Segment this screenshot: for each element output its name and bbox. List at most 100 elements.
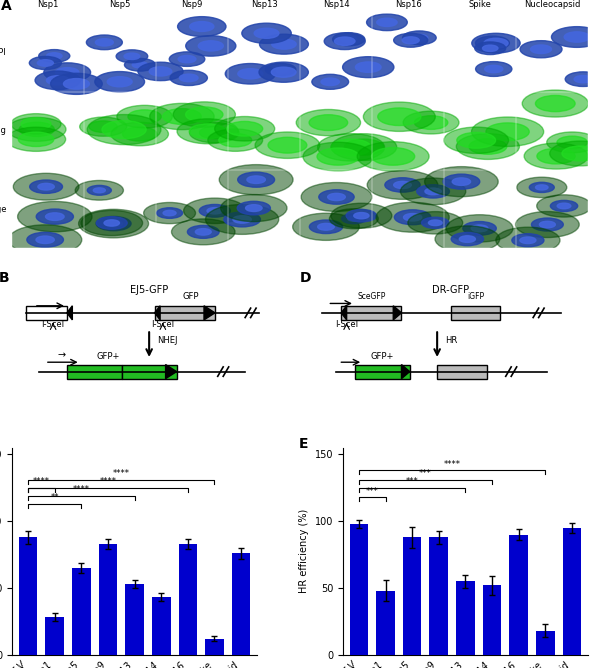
Text: Spike: Spike: [469, 0, 491, 9]
Circle shape: [172, 219, 235, 244]
Text: Nsp16: Nsp16: [395, 0, 421, 9]
Circle shape: [157, 208, 182, 218]
Text: ****: ****: [443, 460, 461, 469]
Text: Nsp13: Nsp13: [251, 0, 277, 9]
Circle shape: [169, 52, 205, 66]
Bar: [205, 639, 224, 655]
Polygon shape: [166, 365, 176, 379]
Circle shape: [537, 148, 575, 164]
Circle shape: [46, 75, 69, 85]
Circle shape: [443, 174, 480, 189]
Circle shape: [476, 61, 512, 76]
Circle shape: [564, 32, 590, 42]
Circle shape: [522, 90, 589, 117]
Circle shape: [128, 110, 161, 124]
Circle shape: [124, 53, 140, 59]
Circle shape: [551, 27, 600, 47]
Circle shape: [385, 178, 420, 192]
Circle shape: [312, 74, 349, 90]
Circle shape: [7, 118, 66, 142]
Text: DR-GFP: DR-GFP: [432, 285, 469, 295]
Circle shape: [364, 102, 435, 132]
Circle shape: [97, 216, 127, 229]
Text: HR: HR: [445, 337, 458, 345]
Circle shape: [328, 193, 346, 200]
Circle shape: [411, 34, 428, 41]
Circle shape: [319, 190, 354, 204]
Circle shape: [177, 119, 238, 144]
Circle shape: [459, 236, 475, 242]
Text: **: **: [50, 494, 59, 502]
Circle shape: [219, 134, 251, 147]
Text: ***: ***: [406, 478, 419, 486]
Circle shape: [116, 50, 148, 63]
Circle shape: [550, 141, 600, 166]
Bar: [125, 584, 144, 655]
Circle shape: [149, 67, 172, 76]
Circle shape: [404, 214, 422, 221]
Circle shape: [255, 132, 320, 158]
Circle shape: [331, 139, 371, 156]
Circle shape: [75, 180, 124, 200]
Circle shape: [520, 41, 562, 58]
Circle shape: [238, 172, 275, 187]
Circle shape: [408, 212, 463, 234]
Circle shape: [190, 122, 239, 143]
Circle shape: [435, 226, 500, 253]
Circle shape: [355, 62, 381, 72]
Circle shape: [107, 77, 132, 87]
Circle shape: [122, 127, 157, 141]
Circle shape: [303, 142, 373, 171]
Circle shape: [247, 176, 265, 184]
Circle shape: [475, 36, 509, 50]
Circle shape: [102, 120, 146, 139]
Circle shape: [539, 221, 556, 228]
Bar: [509, 534, 528, 655]
Text: EJ5-GFP: EJ5-GFP: [130, 285, 168, 295]
Circle shape: [377, 18, 397, 27]
Circle shape: [186, 35, 236, 56]
Circle shape: [95, 39, 113, 46]
Circle shape: [199, 126, 229, 139]
Text: ***: ***: [419, 470, 432, 478]
Circle shape: [296, 110, 361, 136]
Circle shape: [38, 183, 54, 190]
Circle shape: [524, 143, 588, 169]
Circle shape: [11, 114, 61, 134]
Circle shape: [17, 202, 92, 232]
Circle shape: [496, 227, 560, 253]
Circle shape: [39, 49, 70, 62]
Circle shape: [463, 222, 496, 235]
Bar: [437, 365, 487, 379]
Circle shape: [417, 184, 449, 198]
Circle shape: [348, 216, 360, 221]
Circle shape: [179, 74, 198, 81]
Text: GFP+: GFP+: [97, 351, 119, 361]
Circle shape: [317, 134, 385, 161]
Circle shape: [173, 102, 235, 127]
Circle shape: [189, 124, 226, 139]
Circle shape: [227, 122, 263, 136]
Circle shape: [268, 137, 307, 153]
Circle shape: [163, 210, 176, 216]
Circle shape: [86, 35, 122, 49]
Circle shape: [402, 37, 419, 43]
Circle shape: [221, 194, 287, 222]
Bar: [179, 544, 197, 655]
Circle shape: [80, 117, 127, 136]
Circle shape: [124, 59, 155, 71]
Bar: [98, 544, 117, 655]
Bar: [403, 537, 421, 655]
Circle shape: [367, 170, 438, 199]
Circle shape: [565, 72, 600, 86]
Circle shape: [309, 115, 347, 130]
Bar: [355, 365, 410, 379]
Circle shape: [535, 96, 575, 112]
Text: →: →: [58, 351, 65, 361]
Circle shape: [260, 34, 308, 54]
Circle shape: [343, 57, 394, 77]
Circle shape: [21, 118, 51, 130]
Text: His-tag: His-tag: [0, 126, 6, 136]
Circle shape: [233, 216, 251, 223]
Circle shape: [482, 45, 498, 51]
